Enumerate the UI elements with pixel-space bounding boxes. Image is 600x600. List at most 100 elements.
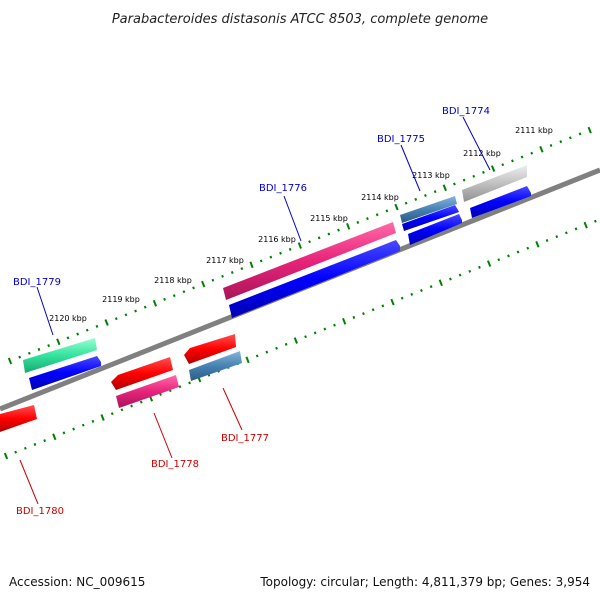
upper-track-tick bbox=[587, 126, 592, 134]
cds-bdi-1774[interactable] bbox=[470, 186, 531, 218]
upper-track-tick bbox=[482, 170, 485, 174]
lower-track-tick bbox=[23, 446, 27, 450]
tick-label-2120: 2120 kbp bbox=[49, 314, 87, 323]
lower-track-tick bbox=[507, 254, 510, 258]
connector-bdi-1777 bbox=[222, 387, 243, 431]
upper-track-tick bbox=[152, 299, 158, 307]
upper-track-tick bbox=[279, 251, 282, 255]
lower-track-tick bbox=[139, 400, 143, 404]
cds-bdi-1776[interactable] bbox=[229, 240, 400, 318]
lower-track-tick bbox=[526, 246, 530, 250]
lower-track-tick bbox=[449, 277, 452, 281]
lower-track-tick bbox=[293, 337, 298, 344]
upper-track-tick bbox=[192, 286, 195, 290]
lower-track-tick bbox=[486, 260, 492, 267]
cds-bdi-1778[interactable] bbox=[116, 375, 179, 408]
upper-track-tick bbox=[530, 151, 534, 155]
upper-track-tick bbox=[249, 261, 254, 269]
tick-label-2117: 2117 kbp bbox=[206, 256, 244, 265]
tick-labels: 2111 kbp 2112 kbp 2113 kbp 2114 kbp 2115… bbox=[49, 126, 553, 323]
forward-gene-labels: BDI_1774 BDI_1775 BDI_1776 BDI_1779 bbox=[13, 106, 491, 336]
lower-track-tick bbox=[81, 423, 85, 427]
lower-track-tick bbox=[438, 279, 443, 287]
gene-bdi-1780[interactable] bbox=[0, 405, 37, 432]
connector-bdi-1779 bbox=[36, 286, 54, 336]
label-bdi-1780[interactable]: BDI_1780 bbox=[16, 506, 64, 517]
label-bdi-1777[interactable]: BDI_1777 bbox=[221, 433, 269, 444]
upper-track-tick bbox=[163, 297, 166, 301]
upper-track-tick bbox=[7, 357, 13, 365]
upper-track-tick bbox=[385, 209, 389, 213]
upper-track-tick bbox=[134, 309, 137, 313]
upper-track-tick bbox=[308, 240, 311, 244]
lower-track-tick bbox=[574, 227, 578, 231]
lower-track-tick bbox=[420, 289, 423, 292]
upper-track-tick bbox=[511, 159, 514, 163]
label-bdi-1776[interactable]: BDI_1776 bbox=[259, 183, 307, 194]
gene-bdi-1774[interactable] bbox=[462, 165, 527, 202]
lower-track-tick bbox=[245, 356, 250, 364]
reverse-genes bbox=[0, 334, 242, 432]
upper-track-tick bbox=[366, 217, 369, 221]
cds-bdi-1775-a[interactable] bbox=[402, 205, 459, 231]
upper-track-tick bbox=[201, 280, 206, 288]
cds-bdi-1779[interactable] bbox=[29, 356, 101, 390]
accession-text: Accession: NC_009615 bbox=[9, 575, 145, 589]
upper-track-tick bbox=[472, 174, 476, 178]
lower-track-tick bbox=[275, 346, 278, 350]
label-bdi-1775[interactable]: BDI_1775 bbox=[377, 134, 425, 145]
upper-track-tick bbox=[297, 242, 302, 249]
lower-track-tick bbox=[188, 381, 191, 385]
upper-track-tick bbox=[568, 136, 572, 140]
forward-genes bbox=[23, 165, 531, 390]
gene-bdi-1779[interactable] bbox=[23, 338, 97, 373]
lower-track-tick bbox=[3, 452, 9, 460]
lower-track-tick bbox=[33, 442, 37, 446]
gene-bdi-1775[interactable] bbox=[400, 196, 457, 223]
gene-bdi-1777[interactable] bbox=[184, 334, 236, 364]
gene-bdi-1776[interactable] bbox=[223, 222, 396, 300]
upper-track-tick bbox=[404, 201, 408, 205]
gene-bdi-1778[interactable] bbox=[111, 357, 173, 390]
upper-track-tick bbox=[559, 140, 563, 144]
upper-track-tick bbox=[66, 336, 70, 340]
upper-track-tick bbox=[143, 305, 147, 309]
lower-track-tick bbox=[159, 392, 162, 396]
lower-track-tick bbox=[390, 298, 395, 306]
lower-track-tick bbox=[555, 235, 559, 239]
upper-track-tick bbox=[375, 213, 379, 217]
upper-track-tick bbox=[327, 232, 331, 236]
label-bdi-1779[interactable]: BDI_1779 bbox=[13, 277, 61, 288]
upper-track-tick bbox=[56, 338, 61, 346]
upper-track-tick bbox=[172, 294, 176, 298]
lower-track-tick bbox=[478, 265, 481, 269]
lower-track-tick bbox=[313, 331, 317, 335]
upper-track-tick bbox=[501, 163, 505, 167]
lower-track-tick bbox=[120, 408, 124, 412]
tick-label-2111: 2111 kbp bbox=[515, 126, 553, 135]
upper-track-tick bbox=[27, 351, 31, 355]
lower-track-tick bbox=[362, 312, 365, 316]
upper-track-tick bbox=[453, 182, 456, 186]
cds-bdi-1775-b[interactable] bbox=[408, 214, 462, 245]
upper-track-tick bbox=[346, 222, 351, 230]
connector-bdi-1775 bbox=[400, 144, 421, 192]
lower-track-tick bbox=[72, 427, 76, 431]
label-bdi-1778[interactable]: BDI_1778 bbox=[151, 459, 199, 470]
lower-track-tick bbox=[352, 315, 356, 319]
cds-bdi-1777[interactable] bbox=[189, 351, 242, 381]
upper-track-tick bbox=[240, 267, 244, 271]
upper-track-tick bbox=[549, 144, 553, 147]
lower-track-tick bbox=[265, 350, 269, 354]
label-bdi-1774[interactable]: BDI_1774 bbox=[442, 106, 490, 117]
lower-track-tick bbox=[304, 335, 307, 339]
connector-bdi-1774 bbox=[462, 116, 491, 171]
lower-track-tick bbox=[14, 450, 18, 454]
lower-track-tick bbox=[497, 258, 501, 262]
lower-track-tick bbox=[91, 419, 95, 423]
tick-label-2116: 2116 kbp bbox=[258, 235, 296, 244]
lower-track-tick bbox=[593, 219, 597, 223]
lower-track-tick bbox=[62, 431, 66, 435]
upper-track-tick bbox=[269, 255, 273, 259]
tick-label-2119: 2119 kbp bbox=[102, 295, 140, 304]
